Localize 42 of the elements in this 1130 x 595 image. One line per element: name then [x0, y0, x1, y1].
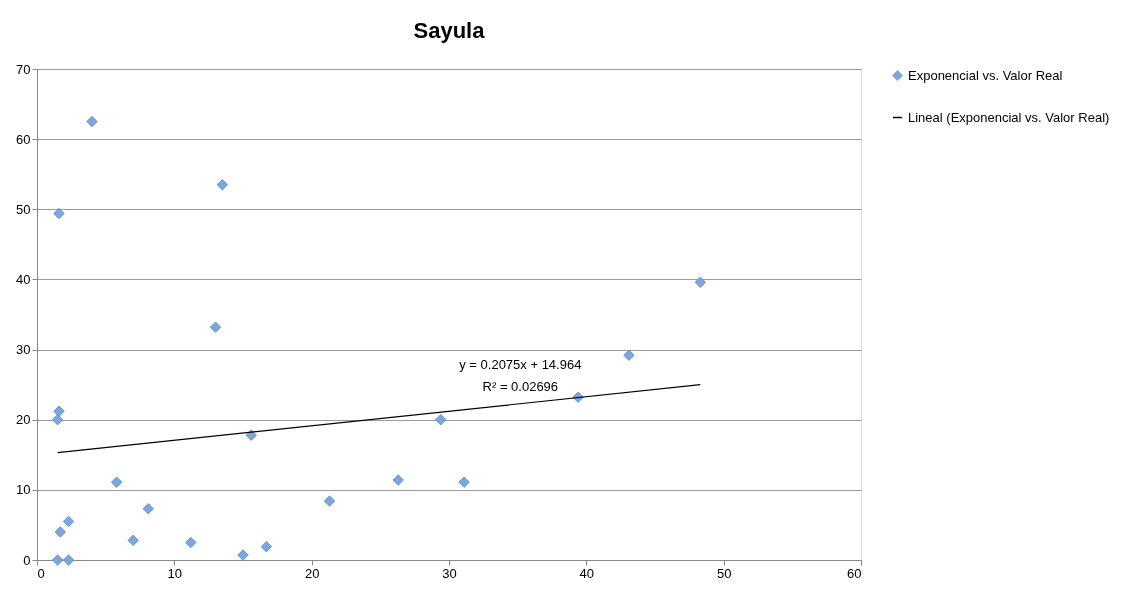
y-tick-label: 0	[23, 552, 31, 568]
annotation: R² = 0.02696	[482, 378, 559, 394]
y-tick-label: 70	[16, 61, 31, 77]
x-tick-label: 40	[579, 565, 595, 581]
legend-label: Exponencial vs. Valor Real	[908, 67, 1063, 83]
x-tick-label: 10	[167, 565, 183, 581]
point	[53, 207, 65, 220]
point	[53, 405, 65, 417]
point	[127, 534, 139, 546]
x-tick-label: 50	[716, 565, 732, 581]
point	[185, 536, 197, 549]
point	[623, 349, 635, 361]
point	[237, 549, 249, 561]
point	[435, 414, 447, 426]
x-tick-label: 30	[442, 565, 457, 581]
y-tick-label: 20	[16, 412, 31, 428]
chart-title: Sayula	[413, 18, 486, 43]
point	[111, 476, 123, 488]
legend-label: Lineal (Exponencial vs. Valor Real)	[908, 109, 1110, 125]
annotation: y = 0.2075x + 14.964	[459, 356, 582, 372]
point	[260, 541, 272, 553]
point	[392, 474, 404, 486]
x-tick-label: 60	[847, 565, 862, 581]
point	[458, 476, 470, 488]
point	[51, 554, 64, 566]
y-tick-label: 60	[16, 131, 31, 147]
y-tick-label: 40	[16, 271, 31, 287]
point	[51, 414, 64, 426]
point	[54, 526, 66, 538]
point	[142, 503, 154, 515]
point	[323, 495, 336, 507]
y-tick-label: 10	[16, 482, 31, 498]
y-tick-label: 50	[16, 201, 31, 217]
x-tick-label: 0	[37, 565, 45, 581]
point	[694, 276, 706, 288]
x-tick-label: 20	[304, 565, 320, 581]
point	[62, 515, 75, 528]
point	[62, 554, 75, 566]
point	[86, 115, 98, 128]
point	[216, 179, 229, 191]
point	[209, 321, 222, 333]
y-tick-label: 30	[16, 342, 31, 358]
